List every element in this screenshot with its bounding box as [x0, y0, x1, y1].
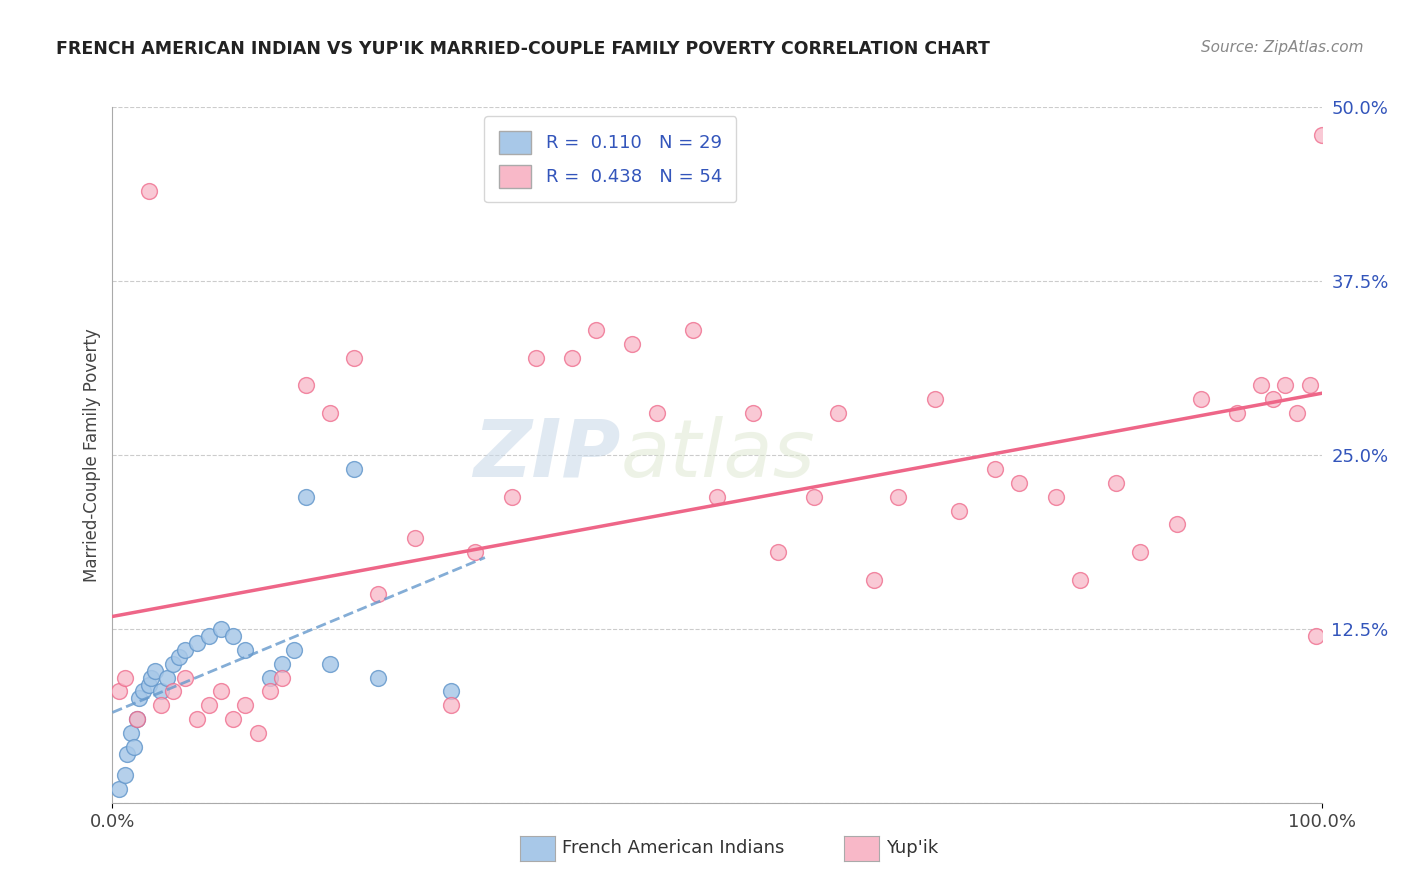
Point [827, 406, 849, 420]
Point [198, 629, 221, 643]
Point [706, 490, 728, 504]
Point [1305, 629, 1327, 643]
Point [645, 406, 668, 420]
Point [167, 649, 190, 664]
Point [149, 698, 172, 713]
Point [143, 664, 166, 678]
Point [114, 768, 136, 782]
Point [1166, 517, 1188, 532]
Point [125, 712, 148, 726]
Point [343, 351, 366, 365]
Point [1298, 378, 1320, 392]
Point [235, 642, 257, 657]
Point [585, 323, 607, 337]
Point [887, 490, 910, 504]
Text: French American Indians: French American Indians [562, 839, 785, 857]
Point [209, 684, 232, 698]
Point [149, 684, 172, 698]
Point [115, 747, 138, 761]
Point [162, 657, 184, 671]
Point [186, 712, 208, 726]
Point [1105, 475, 1128, 490]
Text: FRENCH AMERICAN INDIAN VS YUP'IK MARRIED-COUPLE FAMILY POVERTY CORRELATION CHART: FRENCH AMERICAN INDIAN VS YUP'IK MARRIED… [56, 40, 990, 58]
Point [246, 726, 269, 740]
Point [1250, 378, 1272, 392]
Point [141, 671, 163, 685]
Point [621, 336, 644, 351]
Point [1226, 406, 1249, 420]
Point [138, 184, 160, 198]
Point [122, 740, 145, 755]
Point [863, 573, 886, 587]
Point [162, 684, 184, 698]
Point [404, 532, 426, 546]
Point [948, 503, 970, 517]
Point [128, 691, 150, 706]
Point [114, 671, 136, 685]
Y-axis label: Married-Couple Family Poverty: Married-Couple Family Poverty [83, 328, 101, 582]
Point [1129, 545, 1152, 559]
Point [803, 490, 825, 504]
Point [132, 684, 155, 698]
Point [464, 545, 486, 559]
Point [270, 657, 292, 671]
Point [138, 677, 160, 691]
Point [295, 490, 318, 504]
Point [1263, 392, 1285, 407]
Point [924, 392, 946, 407]
Point [1274, 378, 1296, 392]
Point [235, 698, 257, 713]
Point [984, 462, 1007, 476]
Point [107, 781, 129, 796]
Text: Yup'ik: Yup'ik [886, 839, 938, 857]
Point [343, 462, 366, 476]
Point [682, 323, 704, 337]
Point [742, 406, 765, 420]
Point [198, 698, 221, 713]
Point [125, 712, 148, 726]
Point [174, 642, 197, 657]
Point [270, 671, 292, 685]
Point [259, 671, 281, 685]
Text: atlas: atlas [620, 416, 815, 494]
Point [367, 671, 389, 685]
Point [1310, 128, 1333, 142]
Point [561, 351, 583, 365]
Point [283, 642, 305, 657]
Text: Source: ZipAtlas.com: Source: ZipAtlas.com [1201, 40, 1364, 55]
Point [222, 629, 245, 643]
Text: ZIP: ZIP [472, 416, 620, 494]
Point [107, 684, 129, 698]
Point [319, 406, 342, 420]
Point [524, 351, 547, 365]
Point [209, 622, 232, 636]
Point [766, 545, 789, 559]
Point [156, 671, 179, 685]
Point [259, 684, 281, 698]
Point [186, 636, 208, 650]
Point [1008, 475, 1031, 490]
Point [222, 712, 245, 726]
Point [501, 490, 523, 504]
Point [1045, 490, 1067, 504]
Point [1189, 392, 1212, 407]
Point [440, 684, 463, 698]
Point [367, 587, 389, 601]
Point [120, 726, 142, 740]
Point [174, 671, 197, 685]
Point [319, 657, 342, 671]
Point [1286, 406, 1309, 420]
Legend: R =  0.110   N = 29, R =  0.438   N = 54: R = 0.110 N = 29, R = 0.438 N = 54 [484, 116, 737, 202]
Point [440, 698, 463, 713]
Point [1069, 573, 1091, 587]
Point [295, 378, 318, 392]
